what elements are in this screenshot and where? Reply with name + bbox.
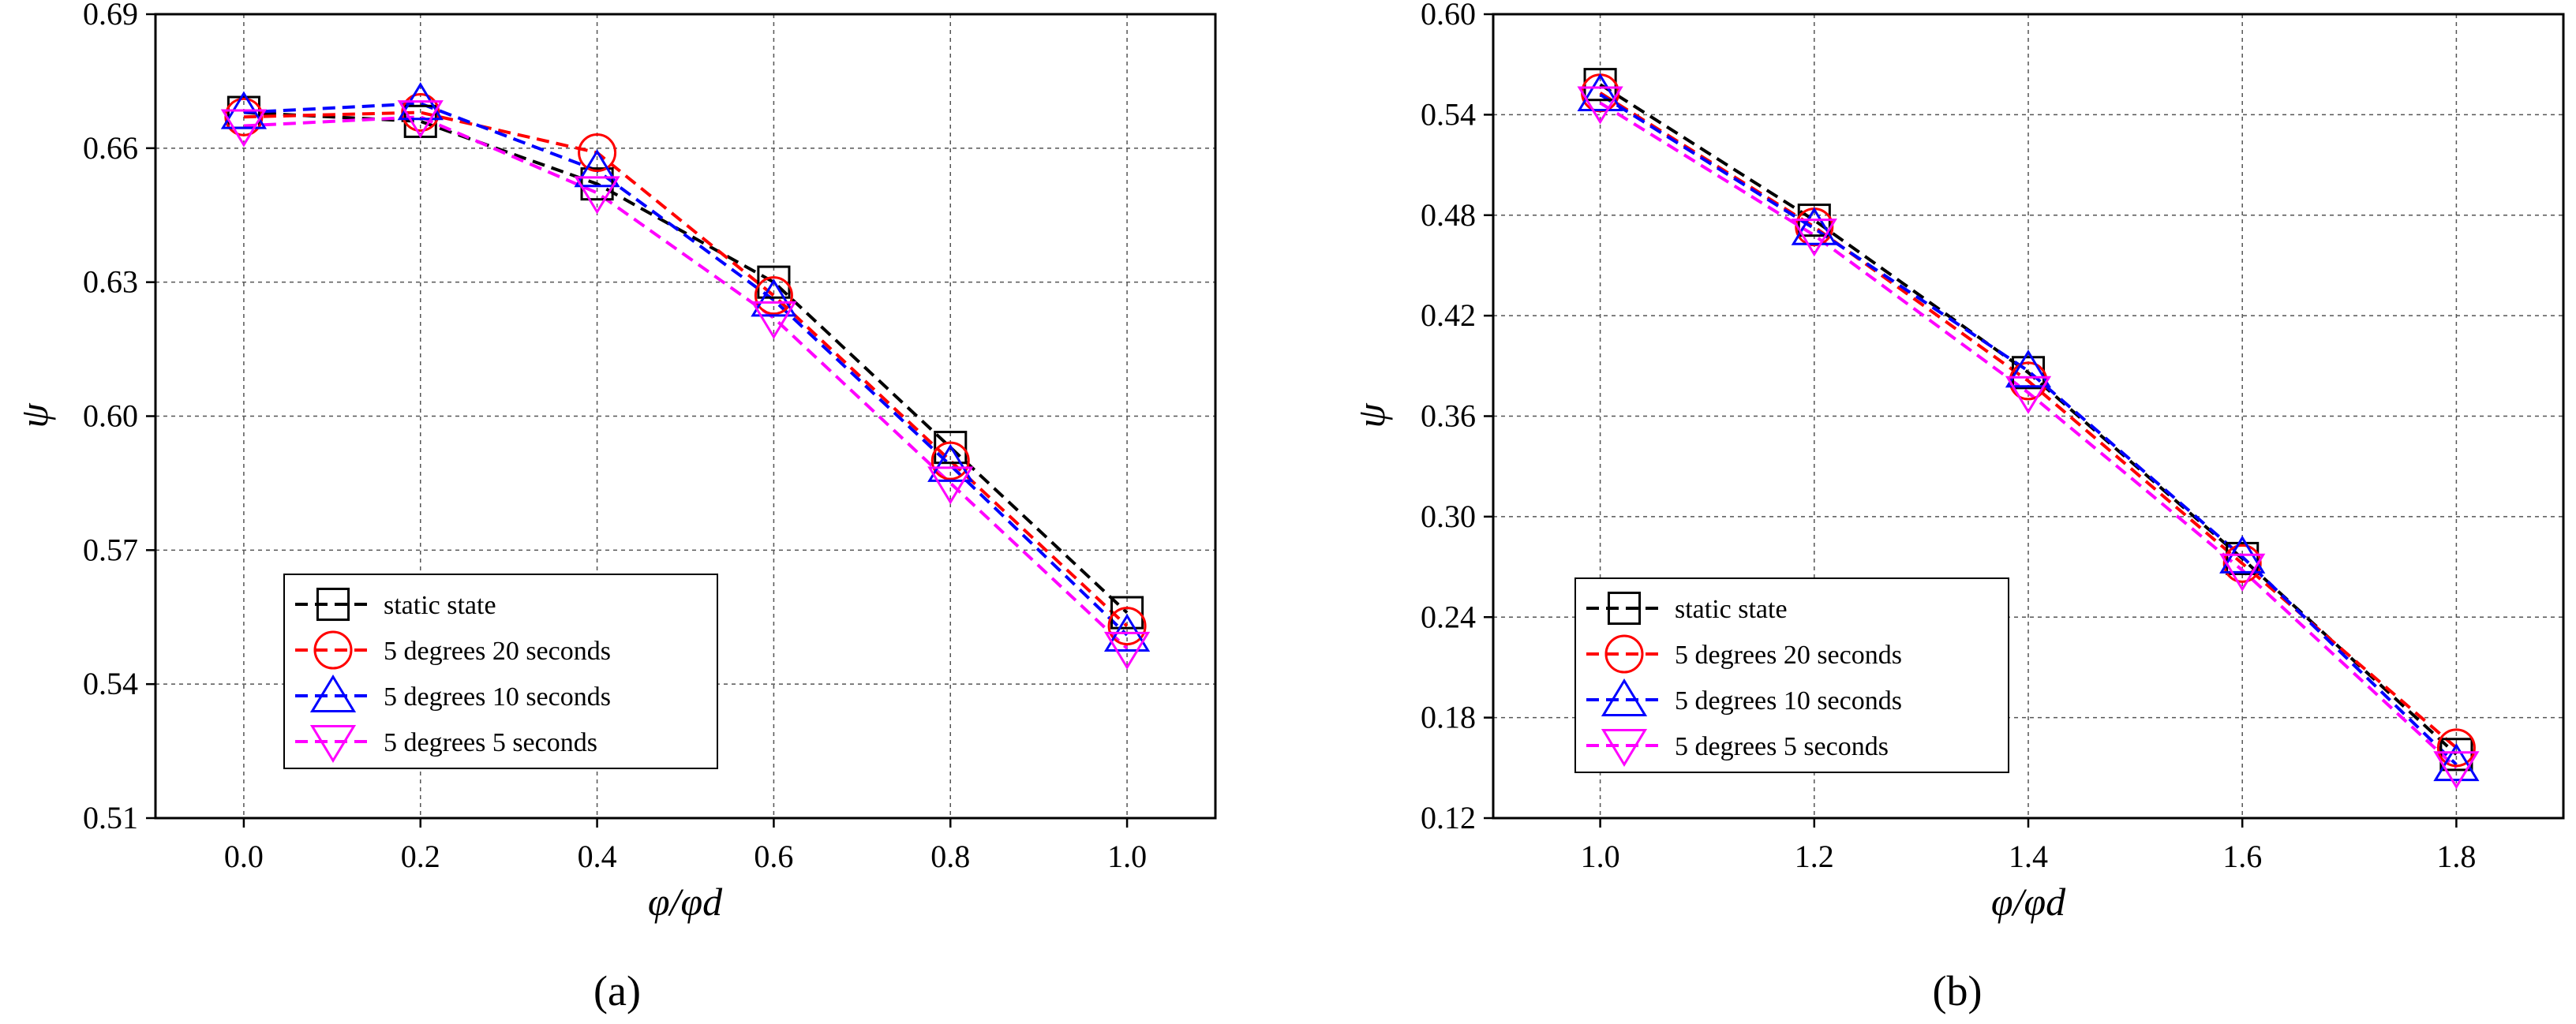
panel-label: (a) [593, 967, 641, 1015]
legend-label: static state [384, 591, 496, 620]
y-tick-label: 0.48 [1421, 197, 1476, 233]
y-tick-label: 0.60 [83, 398, 138, 434]
y-tick-label: 0.18 [1421, 700, 1476, 735]
legend-label: 5 degrees 20 seconds [384, 637, 611, 666]
x-tick-label: 0.4 [578, 839, 617, 874]
y-tick-label: 0.24 [1421, 599, 1476, 634]
legend-marker-triangle-down [309, 724, 357, 764]
x-tick-label: 0.8 [930, 839, 970, 874]
legend-box [1574, 577, 2009, 773]
y-axis-label: ψ [1349, 403, 1393, 428]
legend-marker-square [1607, 591, 1642, 626]
y-tick-label: 0.63 [83, 264, 138, 300]
data-point-square [934, 431, 968, 465]
y-tick-label: 0.30 [1421, 499, 1476, 534]
data-point-triangle-down [574, 176, 620, 215]
data-point-circle [930, 441, 970, 480]
data-point-triangle-down [1791, 219, 1837, 257]
data-point-triangle-down [927, 466, 974, 505]
y-tick-label: 0.54 [83, 666, 138, 701]
data-point-circle [2222, 544, 2262, 583]
legend-marker-triangle-up [309, 674, 357, 713]
data-point-square [2226, 541, 2260, 575]
data-point-triangle-down [2219, 553, 2266, 592]
data-point-triangle-up [574, 149, 620, 188]
chart-panel-b: 0.12 0.18 0.24 0.30 0.36 0.42 0.48 0.54 0.60 1.0 1… [1349, 0, 2565, 1015]
panel-label: (b) [1933, 967, 1983, 1015]
x-tick-label: 1.0 [1107, 839, 1147, 874]
series-line-0 [243, 110, 1129, 615]
legend-marker-circle [313, 630, 353, 670]
data-point-triangle-down [397, 100, 444, 139]
legend-marker-circle [1604, 634, 1644, 674]
x-tick-label: 0.2 [401, 839, 440, 874]
data-point-triangle-down [2005, 376, 2052, 414]
x-tick-label: 1.6 [2222, 839, 2262, 874]
legend-label: 5 degrees 20 seconds [1675, 641, 1902, 670]
y-tick-label: 0.51 [83, 800, 138, 835]
legend-label: 5 degrees 10 seconds [384, 682, 611, 712]
data-point-triangle-up [2005, 349, 2052, 388]
data-point-triangle-up [1791, 207, 1837, 245]
series-line-2 [243, 102, 1129, 637]
data-point-triangle-down [1103, 631, 1151, 670]
y-tick-label: 0.57 [83, 532, 138, 567]
data-point-triangle-down [1577, 86, 1623, 125]
data-point-circle [754, 276, 793, 316]
data-point-circle [1107, 607, 1147, 646]
y-axis-label: ψ [12, 403, 56, 428]
x-tick-label: 1.0 [1581, 839, 1620, 874]
legend-label: static state [1675, 595, 1788, 624]
legend-label: 5 degrees 5 seconds [1675, 732, 1889, 761]
x-tick-label: 1.2 [1795, 839, 1834, 874]
y-tick-label: 0.54 [1421, 96, 1476, 132]
x-axis-label: φ/φd [648, 880, 723, 924]
series-line-3 [243, 115, 1129, 650]
data-point-triangle-down [751, 301, 797, 340]
x-axis-label: φ/φd [1991, 880, 2066, 924]
y-tick-label: 0.69 [83, 0, 138, 32]
data-point-circle [578, 133, 617, 172]
data-point-triangle-up [1577, 73, 1623, 111]
series-line-2 [1599, 93, 2458, 766]
y-tick-label: 0.36 [1421, 398, 1476, 434]
y-tick-label: 0.42 [1421, 297, 1476, 333]
legend-label: 5 degrees 5 seconds [384, 728, 597, 757]
y-tick-label: 0.66 [83, 130, 138, 166]
data-point-triangle-up [2433, 743, 2480, 782]
data-point-square [2439, 738, 2473, 772]
data-point-square [1110, 596, 1144, 630]
data-point-triangle-down [220, 109, 268, 148]
series-line-1 [243, 110, 1129, 628]
data-point-triangle-up [751, 278, 797, 317]
legend-label: 5 degrees 10 seconds [1675, 686, 1902, 716]
x-tick-label: 1.8 [2436, 839, 2476, 874]
y-tick-label: 0.12 [1421, 800, 1476, 835]
x-tick-label: 1.4 [2009, 839, 2048, 874]
data-point-triangle-up [927, 443, 974, 482]
legend-marker-square [316, 587, 350, 622]
data-point-circle [2436, 728, 2476, 768]
x-tick-label: 0.0 [224, 839, 264, 874]
data-point-triangle-down [2433, 751, 2480, 790]
legend-box [283, 574, 718, 769]
y-tick-label: 0.60 [1421, 0, 1476, 32]
chart-panel-a: 0.51 0.54 0.57 0.60 0.63 0.66 0.69 0.0 0.2 0.4 0.6… [12, 0, 1217, 1015]
legend-marker-triangle-up [1601, 678, 1648, 717]
data-point-square [580, 167, 614, 201]
series-line-3 [1599, 101, 2458, 769]
legend-marker-triangle-down [1601, 728, 1648, 768]
data-point-square [757, 265, 791, 299]
x-tick-label: 0.6 [754, 839, 793, 874]
